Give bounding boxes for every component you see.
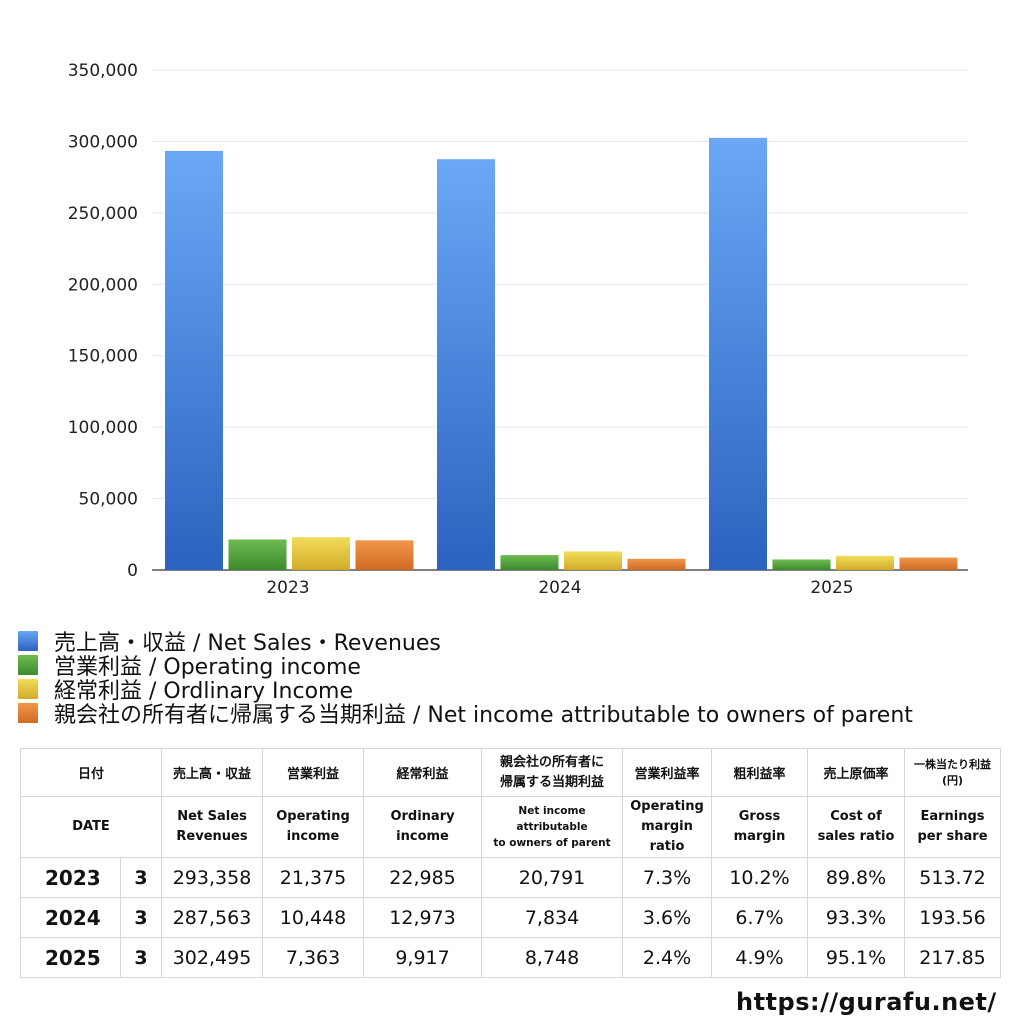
header-row-en: DATE Net Sales Revenues Operating income… [19,796,1002,858]
legend-swatch [18,679,38,699]
bar-2023-series-1 [228,539,287,570]
bar-2025-series-2 [836,555,894,570]
table-row: 2024 3 287,563 10,448 12,973 7,834 3.6% … [20,897,1002,938]
header-date-en: DATE [19,796,163,858]
bar-2025-series-1 [772,559,831,570]
table-row: 2023 3 293,358 21,375 22,985 20,791 7.3%… [20,857,1002,898]
header-date-ja: 日付 [19,748,163,797]
header-ordinary-income-ja: 経常利益 [363,748,483,797]
cell-operating-margin: 2.4% [622,937,713,978]
cell-net-sales: 293,358 [161,857,264,898]
legend-swatch [18,631,38,651]
header-net-income-ja: 親会社の所有者に 帰属する当期利益 [481,748,624,797]
legend-swatch [18,703,38,723]
financial-table: 日付 売上高・収益 営業利益 経常利益 親会社の所有者に 帰属する当期利益 営業… [19,748,1002,978]
cell-net-income: 8,748 [481,937,624,978]
bar-2023-series-0 [165,150,223,570]
cell-eps: 513.72 [904,857,1002,898]
bar-2024-series-2 [564,551,622,570]
table-row: 2025 3 302,495 7,363 9,917 8,748 2.4% 4.… [20,937,1002,978]
x-tick-label: 2024 [538,578,581,598]
y-axis-ticks: 0 50,000 100,000 150,000 200,000 250,000 300,0… [68,61,138,581]
legend-swatch [18,655,38,675]
cell-year: 2025 [20,937,121,978]
y-tick-label: 200,000 [68,275,138,295]
y-tick-label: 150,000 [68,347,138,367]
bar-chart: 0 50,000 100,000 150,000 200,000 250,000 300,0… [68,61,968,598]
legend-label: 売上高・収益 / Net Sales・Revenues [54,631,441,656]
legend-item-net-income: 親会社の所有者に帰属する当期利益 / Net income attributab… [18,701,913,728]
y-tick-label: 350,000 [68,61,138,81]
header-net-sales-ja: 売上高・収益 [161,748,264,797]
cell-net-income: 7,834 [481,897,624,938]
bar-2024-series-3 [627,558,686,570]
cell-eps: 193.56 [904,897,1002,938]
header-operating-margin-ja: 営業利益率 [622,748,713,797]
header-operating-margin-en: Operating margin ratio [622,796,713,858]
bar-2025-series-3 [899,557,958,570]
cell-year: 2024 [20,897,121,938]
header-gross-margin-en: Gross margin [711,796,809,858]
x-tick-label: 2025 [810,578,853,598]
cell-month: 3 [119,937,163,978]
header-net-sales-en: Net Sales Revenues [161,796,264,858]
cell-operating-margin: 7.3% [622,857,713,898]
header-gross-margin-ja: 粗利益率 [711,748,809,797]
legend-item-operating-income: 営業利益 / Operating income [18,653,913,680]
bar-2024-series-1 [500,555,559,570]
cell-net-income: 20,791 [481,857,624,898]
x-axis-ticks: 2023 2024 2025 [266,578,853,598]
bar-2023-series-3 [355,540,414,570]
y-tick-label: 50,000 [79,490,138,510]
header-operating-income-ja: 営業利益 [262,748,365,797]
y-tick-label: 250,000 [68,204,138,224]
header-cost-ratio-en: Cost of sales ratio [807,796,906,858]
cell-gross-margin: 10.2% [711,857,809,898]
gridlines [152,69,968,571]
legend-label: 営業利益 / Operating income [54,655,361,680]
x-tick-label: 2023 [266,578,309,598]
header-net-income-en: Net income attributable to owners of par… [481,796,624,858]
y-tick-label: 300,000 [68,132,138,152]
header-ordinary-income-en: Ordinary income [363,796,483,858]
cell-net-sales: 287,563 [161,897,264,938]
cell-month: 3 [119,897,163,938]
bar-2025-series-0 [709,137,767,570]
bar-2024-series-0 [437,159,495,570]
cell-operating-income: 21,375 [262,857,365,898]
cell-month: 3 [119,857,163,898]
legend-label: 経常利益 / Ordlinary Income [54,679,353,704]
legend-item-ordinary-income: 経常利益 / Ordlinary Income [18,677,913,704]
cell-year: 2023 [20,857,121,898]
cell-cost-ratio: 93.3% [807,897,906,938]
legend: 売上高・収益 / Net Sales・Revenues 営業利益 / Opera… [18,629,913,728]
cell-ordinary-income: 9,917 [363,937,483,978]
y-tick-label: 100,000 [68,418,138,438]
header-eps-ja: 一株当たり利益 (円) [904,748,1002,797]
cell-ordinary-income: 12,973 [363,897,483,938]
cell-net-sales: 302,495 [161,937,264,978]
cell-gross-margin: 6.7% [711,897,809,938]
y-tick-label: 0 [127,561,138,581]
cell-ordinary-income: 22,985 [363,857,483,898]
site-url[interactable]: https://gurafu.net/ [736,988,997,1016]
cell-eps: 217.85 [904,937,1002,978]
cell-gross-margin: 4.9% [711,937,809,978]
cell-operating-margin: 3.6% [622,897,713,938]
cell-operating-income: 10,448 [262,897,365,938]
header-eps-en: Earnings per share [904,796,1002,858]
header-cost-ratio-ja: 売上原価率 [807,748,906,797]
bars [165,137,958,570]
bar-2023-series-2 [292,537,350,570]
legend-item-net-sales: 売上高・収益 / Net Sales・Revenues [18,629,913,656]
header-row-ja: 日付 売上高・収益 営業利益 経常利益 親会社の所有者に 帰属する当期利益 営業… [19,748,1002,797]
cell-cost-ratio: 95.1% [807,937,906,978]
cell-operating-income: 7,363 [262,937,365,978]
header-operating-income-en: Operating income [262,796,365,858]
legend-label: 親会社の所有者に帰属する当期利益 / Net income attributab… [54,703,913,728]
cell-cost-ratio: 89.8% [807,857,906,898]
